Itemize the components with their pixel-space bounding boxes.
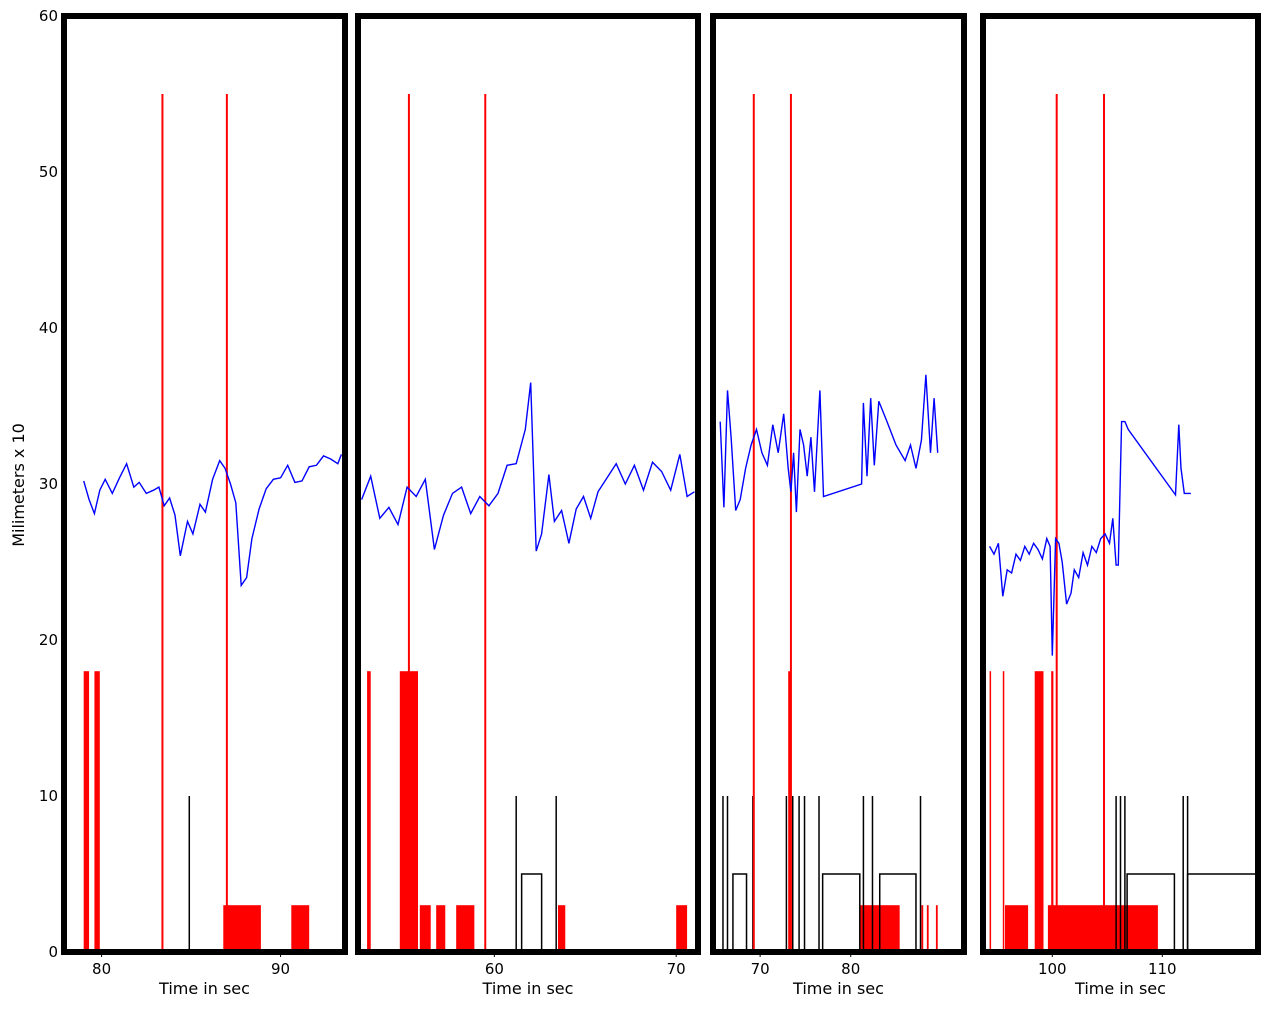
marker-box xyxy=(821,873,861,952)
x-tick-label: 80 xyxy=(841,960,860,978)
marker-box xyxy=(520,873,543,952)
y-tick-label: 50 xyxy=(39,163,58,181)
y-tick-label: 0 xyxy=(48,943,58,961)
x-axis-label: Time in sec xyxy=(482,979,574,998)
event-bar xyxy=(94,671,100,952)
plot-area xyxy=(360,94,695,952)
y-tick-label: 40 xyxy=(39,319,58,337)
position-trace xyxy=(988,420,1191,656)
event-bar xyxy=(419,905,431,952)
marker-box xyxy=(732,873,748,952)
y-tick-label: 60 xyxy=(39,7,58,25)
plot-area xyxy=(988,94,1258,952)
y-tick-label: 30 xyxy=(39,475,58,493)
event-bar xyxy=(1034,671,1044,952)
event-bar xyxy=(921,905,924,952)
x-tick-label: 100 xyxy=(1038,960,1067,978)
x-axis-label: Time in sec xyxy=(1074,979,1166,998)
panel-1: 80 90 Time in sec 0 10 20 30 40 50 60 xyxy=(39,7,348,998)
event-bar xyxy=(1002,671,1005,952)
event-bar xyxy=(935,905,938,952)
event-bar xyxy=(926,905,929,952)
event-bar xyxy=(788,671,791,952)
x-tick-label: 90 xyxy=(271,960,290,978)
event-bar xyxy=(436,905,446,952)
event-bar xyxy=(367,671,371,952)
x-tick-label: 60 xyxy=(485,960,504,978)
event-bar xyxy=(291,905,310,952)
event-bar xyxy=(1005,905,1029,952)
event-bar xyxy=(456,905,475,952)
x-tick-label: 70 xyxy=(751,960,770,978)
x-tick-label: 70 xyxy=(667,960,686,978)
panel-2: 60 70 Time in sec xyxy=(355,13,701,998)
event-bar xyxy=(1051,671,1054,952)
event-bar xyxy=(989,671,992,952)
marker-box xyxy=(1186,873,1258,952)
plot-area xyxy=(83,94,343,952)
x-axis-label: Time in sec xyxy=(158,979,250,998)
event-bar xyxy=(558,905,566,952)
y-axis-label: Milimeters x 10 xyxy=(9,423,28,547)
position-trace xyxy=(83,454,343,588)
x-tick-label: 110 xyxy=(1148,960,1177,978)
marker-box xyxy=(878,873,917,952)
x-axis-label: Time in sec xyxy=(792,979,884,998)
panel-frame xyxy=(710,13,967,955)
panel-frame xyxy=(61,13,348,955)
event-bar xyxy=(83,671,90,952)
event-bar xyxy=(223,905,261,952)
event-bar xyxy=(676,905,688,952)
panels: 80 90 Time in sec 0 10 20 30 40 50 60 60 70 Time in … xyxy=(39,7,1261,998)
position-trace xyxy=(719,374,939,513)
y-tick-label: 10 xyxy=(39,787,58,805)
event-bar xyxy=(1047,905,1158,952)
plot-area xyxy=(719,94,939,952)
panel-frame xyxy=(355,13,701,955)
position-trace xyxy=(360,382,695,552)
y-tick-label: 20 xyxy=(39,631,58,649)
x-tick-label: 80 xyxy=(92,960,111,978)
marker-box xyxy=(1126,873,1176,952)
panel-frame xyxy=(980,13,1261,955)
